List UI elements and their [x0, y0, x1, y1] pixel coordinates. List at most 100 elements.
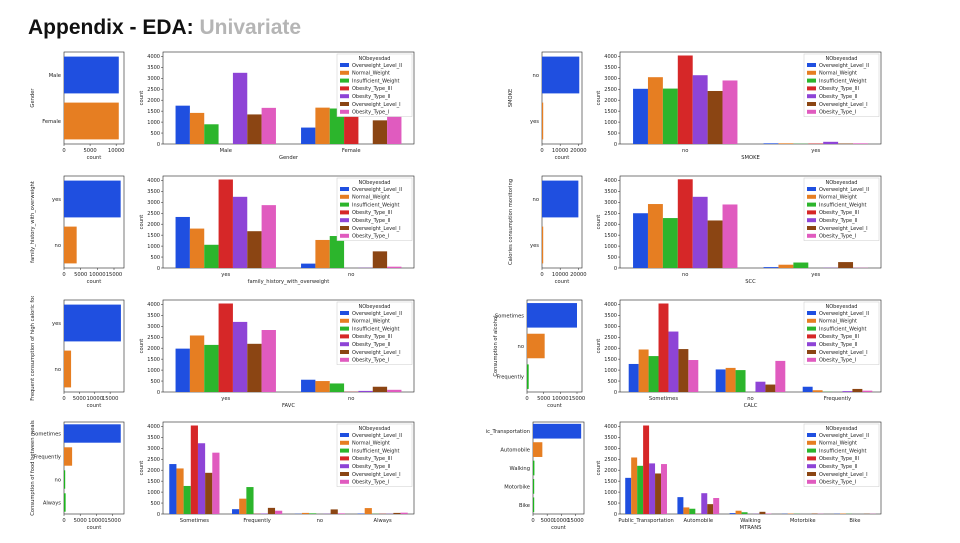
family_count-xtick-0: 0 [62, 272, 65, 278]
caec_hue-bar-Frequently-Overweight_Level_I [268, 508, 275, 514]
caec_count-ytick-no: no [55, 478, 61, 484]
favc_hue-bar-no-Overweight_Level_II [301, 380, 315, 392]
gender_count-ylabel: Gender [30, 88, 36, 108]
calc_count-ytick-no: no [518, 344, 524, 350]
calc_hue-svg: 05001000150020002500300035004000countSom… [592, 296, 887, 416]
smoke_hue-ytick-3000: 3000 [604, 76, 617, 82]
family_hue-xtick-no: no [348, 272, 354, 278]
caec_hue-bar-Sometimes-Overweight_Level_I [205, 473, 212, 514]
caec_hue-bar-Sometimes-Obesity_Type_II [198, 443, 205, 514]
scc_hue-bar-no-Overweight_Level_I [708, 220, 723, 268]
favc_hue-bar-no-Normal_Weight [315, 381, 329, 392]
gender_hue-legend-Overweight_Level_I: Overweight_Level_I [352, 102, 401, 108]
scc_hue-legend-swatch-Obesity_Type_II [807, 218, 816, 222]
gender_hue-ylabel: count [139, 91, 145, 106]
favc_hue-ytick-0: 0 [157, 390, 160, 396]
mtrans_hue-bar-Public_Transportation-Obesity_Type_I [661, 464, 667, 514]
family_hue-bar-yes-Insufficient_Weight [204, 245, 218, 268]
smoke_count-xtick-0: 0 [540, 148, 543, 154]
favc_hue-legend-Normal_Weight: Normal_Weight [352, 319, 390, 325]
scc_count-bar-yes [542, 227, 543, 264]
gender_count-xtick-5000: 5000 [83, 148, 96, 154]
caec_hue-ytick-2500: 2500 [147, 457, 160, 463]
mtrans_hue-bar-Public_Transportation-Normal_Weight [631, 457, 637, 514]
favc_hue-bar-yes-Overweight_Level_II [176, 349, 190, 392]
caec_hue-ytick-1500: 1500 [147, 479, 160, 485]
smoke_hue-ytick-4000: 4000 [604, 54, 617, 60]
smoke_hue-bar-no-Normal_Weight [648, 77, 663, 144]
calc_hue-ytick-1000: 1000 [604, 368, 617, 374]
scc_hue-legend-Overweight_Level_I: Overweight_Level_I [819, 226, 868, 232]
caec_count-ytick-Frequently: Frequently [34, 455, 61, 461]
favc_hue-bar-yes-Obesity_Type_II [233, 322, 247, 392]
favc_hue-ytick-2500: 2500 [147, 335, 160, 341]
smoke_count-ytick-yes: yes [530, 119, 539, 125]
mtrans_hue-bar-Automobile-Obesity_Type_II [701, 493, 707, 514]
gender_hue-legend-Overweight_Level_II: Overweight_Level_II [352, 63, 402, 69]
family_hue-bar-yes-Obesity_Type_II [233, 197, 247, 268]
favc_hue-legend-swatch-Obesity_Type_I [340, 358, 349, 362]
favc_count-bar-yes [64, 305, 121, 342]
favc_count-xtick-10000: 10000 [87, 396, 104, 402]
family_hue-legend-Normal_Weight: Normal_Weight [352, 195, 390, 201]
gender_hue-legend-swatch-Obesity_Type_II [340, 94, 349, 98]
family_hue-legend-swatch-Overweight_Level_II [340, 187, 349, 191]
family_hue-legend-Overweight_Level_II: Overweight_Level_II [352, 187, 402, 193]
mtrans_hue-legend-swatch-Insufficient_Weight [807, 449, 816, 453]
calc_hue-bar-Sometimes-Obesity_Type_III [659, 304, 669, 392]
smoke_hue-legend-swatch-Normal_Weight [807, 71, 816, 75]
scc_hue-legend-swatch-Obesity_Type_III [807, 210, 816, 214]
smoke_hue-ytick-1500: 1500 [604, 109, 617, 115]
caec_hue-legend-Overweight_Level_I: Overweight_Level_I [352, 472, 401, 478]
scc_hue-ytick-2000: 2000 [604, 222, 617, 228]
calc_hue-legend-Insufficient_Weight: Insufficient_Weight [819, 326, 867, 332]
mtrans_count-bar-ic_Transportation [533, 424, 581, 439]
smoke_hue-legend-Overweight_Level_II: Overweight_Level_II [819, 63, 869, 69]
mtrans_hue-xtick-Motorbike: Motorbike [790, 518, 816, 524]
family_count-bar-no [64, 227, 77, 264]
smoke_count-xlabel: count [555, 155, 570, 161]
scc_count-xtick-20000: 20000 [570, 272, 587, 278]
scc_hue-bar-yes-Normal_Weight [778, 265, 793, 268]
scc_hue-ytick-3500: 3500 [604, 189, 617, 195]
favc_hue-legend-swatch-Insufficient_Weight [340, 327, 349, 331]
caec_hue-ylabel: count [139, 461, 145, 476]
calc_count-xtick-5000: 5000 [537, 396, 550, 402]
mtrans_hue-legend-swatch-Overweight_Level_II [807, 433, 816, 437]
caec_hue-bar-no-Normal_Weight [302, 513, 309, 514]
family_hue-legend-Obesity_Type_I: Obesity_Type_I [352, 234, 389, 240]
smoke_hue-legend-Obesity_Type_I: Obesity_Type_I [819, 110, 856, 116]
mtrans_hue-ytick-1500: 1500 [604, 479, 617, 485]
scc_hue-legend-Obesity_Type_I: Obesity_Type_I [819, 234, 856, 240]
favc_hue-bar-yes-Obesity_Type_III [219, 304, 233, 392]
mtrans_hue-legend-title: NObeyesdad [826, 426, 858, 432]
caec_hue-legend-swatch-Overweight_Level_II [340, 433, 349, 437]
calc_hue-ytick-0: 0 [614, 390, 617, 396]
mtrans_hue-bar-Public_Transportation-Overweight_Level_II [625, 478, 631, 514]
mtrans_hue-xtick-Walking: Walking [740, 518, 760, 524]
calc_hue-legend-Overweight_Level_I: Overweight_Level_I [819, 350, 868, 356]
scc_hue-legend-Obesity_Type_II: Obesity_Type_II [819, 218, 858, 224]
calc_hue-bar-Sometimes-Overweight_Level_I [678, 349, 688, 392]
smoke_hue-ytick-3500: 3500 [604, 65, 617, 71]
mtrans_hue-bar-Public_Transportation-Insufficient_Weight [637, 466, 643, 514]
smoke_hue-bar-yes-Obesity_Type_II [823, 142, 838, 144]
caec_hue-bar-Frequently-Insufficient_Weight [246, 487, 253, 514]
scc_hue-bar-yes-Insufficient_Weight [793, 263, 808, 268]
favc_hue-ytick-500: 500 [150, 379, 160, 385]
scc_hue-xlabel: SCC [745, 279, 756, 285]
caec_count-xtick-5000: 5000 [74, 518, 87, 524]
calc_hue-xlabel: CALC [744, 403, 758, 409]
calc_hue-ytick-3500: 3500 [604, 313, 617, 319]
gender_hue-bar-Male-Insufficient_Weight [204, 124, 218, 144]
favc_hue-xlabel: FAVC [282, 403, 295, 409]
caec_hue-legend-swatch-Overweight_Level_I [340, 472, 349, 476]
caec_hue-legend-Insufficient_Weight: Insufficient_Weight [352, 448, 400, 454]
favc_hue-bar-yes-Insufficient_Weight [204, 345, 218, 392]
favc_hue-legend-Overweight_Level_II: Overweight_Level_II [352, 311, 402, 317]
